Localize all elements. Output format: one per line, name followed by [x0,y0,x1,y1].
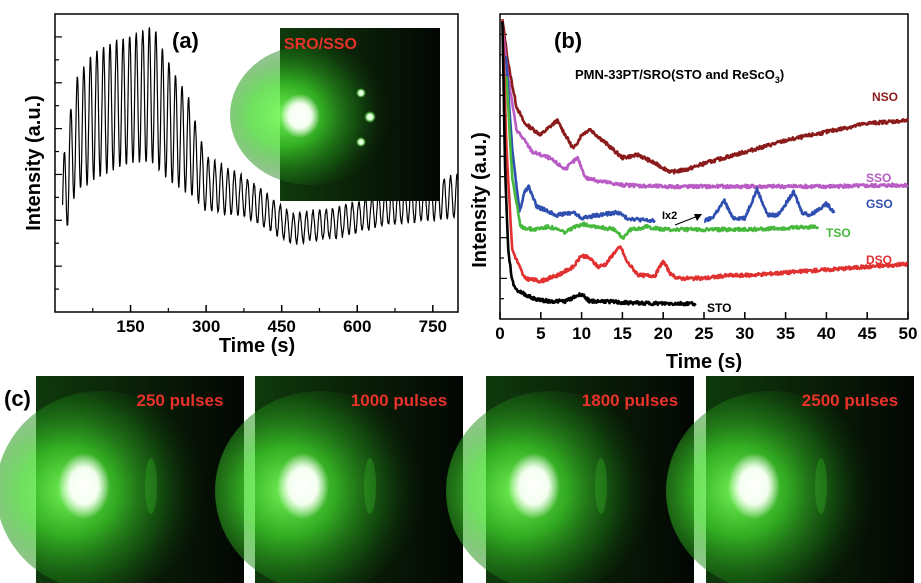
rheed-frame-label: 1800 pulses [582,391,678,410]
x-tick-label: 600 [343,317,371,336]
rheed-streak [595,458,607,514]
rheed-frame: 1800 pulses [446,376,694,583]
series-line-tso [505,76,820,240]
series-label-sso: SSO [866,171,891,185]
panel-b-title-main: PMN-33PT/SRO(STO and ReScO [575,67,775,82]
panel-c: (c) 250 pulses 1000 pulses 1800 pulses 2500… [0,376,914,583]
rheed-frame: 2500 pulses [666,376,914,583]
inset-center-spot [280,94,320,138]
panel-b-x-ticks: 0 5 10 15 20 25 30 35 40 45 50 [495,312,917,343]
inset-label: SRO/SSO [284,36,357,53]
rheed-center-spot [58,453,110,519]
rheed-streak [815,458,827,514]
panel-a-frame [54,13,459,313]
x-tick-label: 30 [735,324,754,343]
panel-a-ylabel: Intensity (a.u.) [23,95,45,231]
panel-b-annotation: Ix2 [662,210,677,222]
x-tick-label: 0 [495,324,504,343]
panel-b-title-sub: 3 [775,75,780,85]
rheed-streak [145,458,157,514]
rheed-frame-label: 1000 pulses [351,391,447,410]
x-tick-label: 40 [817,324,836,343]
panel-b-ylabel: Intensity (a.u.) [469,132,491,268]
rheed-frame: 250 pulses [0,376,244,583]
x-tick-label: 150 [116,317,144,336]
panel-a-x-ticks: 150 300 450 600 750 [92,305,447,336]
panel-a-y-ticks [55,36,62,290]
inset-diffraction-spot [356,88,366,98]
series-label-dso: DSO [866,253,892,267]
series-line-dso [501,20,909,284]
rheed-center-spot [728,453,780,519]
rheed-frame-label: 250 pulses [137,391,224,410]
x-tick-label: 450 [268,317,296,336]
series-line-nso [501,19,909,175]
panel-c-label: (c) [4,386,31,411]
x-tick-label: 25 [695,324,714,343]
annotation-arrow-line [674,215,699,226]
panel-a-inset: SRO/SSO [230,28,440,201]
panel-b-title: PMN-33PT/SRO(STO and ReScO3) [575,67,784,85]
panel-b-series-labels: NSO SSO GSO TSO DSO STO [707,90,898,315]
series-label-sto: STO [707,301,731,315]
rheed-center-spot [277,453,329,519]
panel-a-label: (a) [172,28,199,53]
inset-diffraction-spot [356,137,366,147]
series-line-sto [501,21,697,307]
series-line-gso [504,55,836,224]
panel-b-label: (b) [554,28,582,53]
rheed-frame-label: 2500 pulses [802,391,898,410]
x-tick-label: 5 [536,324,545,343]
series-label-gso: GSO [866,197,893,211]
series-label-nso: NSO [872,90,898,104]
panel-a: 150 300 450 600 750 (a) Intensity (a.u.) Tim… [23,13,459,357]
x-tick-label: 750 [419,317,447,336]
annotation-arrow-head [694,214,702,221]
x-tick-label: 45 [858,324,877,343]
inset-diffraction-spot [364,111,376,123]
panel-b: 0 5 10 15 20 25 30 35 40 45 50 NSOSSOGSOTSODSOSTO … [469,13,917,373]
series-label-tso: TSO [826,226,851,240]
rheed-streak [364,458,376,514]
panel-b-title-end: ) [780,67,784,82]
series-line-sso [502,34,909,190]
x-tick-label: 35 [776,324,795,343]
x-tick-label: 15 [613,324,632,343]
x-tick-label: 10 [572,324,591,343]
panel-a-xlabel: Time (s) [219,335,295,357]
x-tick-label: 20 [654,324,673,343]
x-tick-label: 300 [192,317,220,336]
rheed-center-spot [508,453,560,519]
panel-b-series [501,19,909,307]
x-tick-label: 50 [899,324,918,343]
panel-c-frames: 250 pulses 1000 pulses 1800 pulses 2500 pul… [0,376,914,583]
rheed-frame: 1000 pulses [215,376,463,583]
panel-b-xlabel: Time (s) [666,351,742,373]
